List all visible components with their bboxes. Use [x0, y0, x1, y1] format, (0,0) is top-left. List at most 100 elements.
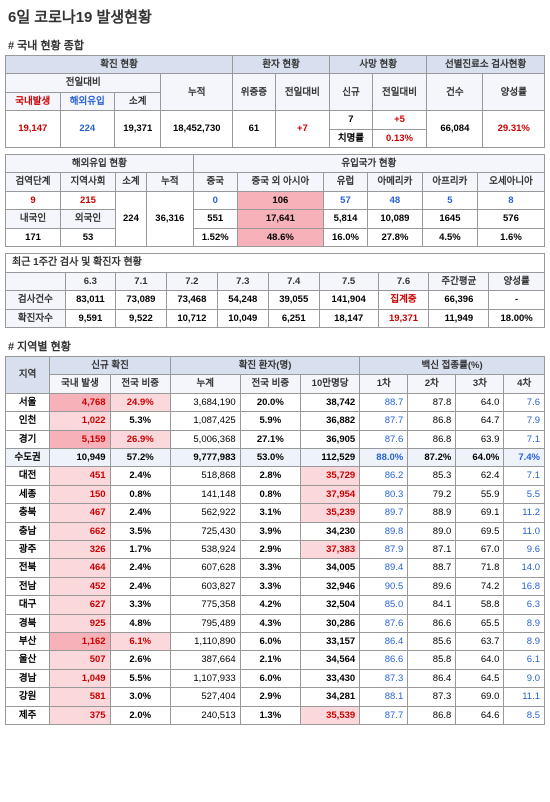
rh-dom: 국내 발생 — [50, 375, 110, 393]
v-newd: +5 — [372, 111, 427, 129]
v2-oc1: 8 — [477, 191, 544, 209]
region-cell: 35,239 — [300, 504, 359, 522]
h-cum: 누적 — [161, 74, 233, 111]
region-cell: 2.8% — [240, 467, 300, 485]
region-cell: 88.7 — [408, 559, 456, 577]
region-row: 전남4522.4%603,8273.3%32,94690.589.674.216… — [6, 577, 545, 595]
t3-r2-cell: 9,522 — [115, 309, 166, 327]
region-cell: 85.0 — [360, 596, 408, 614]
region-cell: 4.2% — [240, 596, 300, 614]
v2-sub: 224 — [115, 191, 146, 246]
region-row: 부산1,1626.1%1,110,8906.0%33,15786.485.663… — [6, 632, 545, 650]
region-cell: 34,005 — [300, 559, 359, 577]
v-pos: 29.31% — [483, 111, 545, 148]
region-cell: 7.1 — [504, 430, 545, 448]
h2-oc: 오세아니아 — [477, 173, 544, 191]
rh-vac: 백신 접종률(%) — [360, 357, 545, 375]
h2-af: 아프리카 — [422, 173, 477, 191]
region-cell: 86.6 — [408, 614, 456, 632]
region-cell: 775,358 — [170, 596, 240, 614]
rh-d4: 4차 — [504, 375, 545, 393]
region-cell: 32,946 — [300, 577, 359, 595]
region-cell: 37,954 — [300, 485, 359, 503]
region-cell: 1.3% — [240, 706, 300, 724]
summary-table-1: 확진 현황 환자 현황 사망 현황 선별진료소 검사현황 전일대비 누적 위중증… — [5, 55, 545, 148]
v2-as1: 106 — [237, 191, 323, 209]
region-row: 수도권10,94957.2%9,777,98353.0%112,52988.0%… — [6, 449, 545, 467]
region-cell: 89.7 — [360, 504, 408, 522]
region-cell: 88.0% — [360, 449, 408, 467]
region-cell: 35,539 — [300, 706, 359, 724]
region-cell: 58.8 — [456, 596, 504, 614]
v2-comm: 215 — [60, 191, 115, 209]
region-cell: 141,148 — [170, 485, 240, 503]
region-cell: 2.9% — [240, 540, 300, 558]
region-cell: 9.6 — [504, 540, 545, 558]
region-cell: 64.0 — [456, 393, 504, 411]
region-cell: 507 — [50, 651, 110, 669]
region-cell: 326 — [50, 540, 110, 558]
region-cell: 대구 — [6, 596, 50, 614]
h2-cum: 누적 — [146, 173, 193, 191]
region-cell: 3.3% — [240, 559, 300, 577]
h-prev3: 전일대비 — [372, 74, 427, 111]
t3-r1-cell: 집계중 — [378, 291, 429, 309]
h-pos: 양성률 — [483, 74, 545, 111]
region-cell: 527,404 — [170, 688, 240, 706]
rh-reg: 지역 — [6, 357, 50, 394]
v-new: 7 — [330, 111, 373, 129]
t3-blank — [6, 272, 66, 290]
region-cell: 2.0% — [110, 706, 170, 724]
region-cell: 2.4% — [110, 577, 170, 595]
region-cell: 5,159 — [50, 430, 110, 448]
region-cell: 2.4% — [110, 559, 170, 577]
rh-conf: 확진 환자(명) — [170, 357, 359, 375]
v2-quar: 9 — [6, 191, 61, 209]
region-cell: 0.8% — [240, 485, 300, 503]
region-cell: 경기 — [6, 430, 50, 448]
region-cell: 전북 — [6, 559, 50, 577]
region-cell: 5.9% — [240, 412, 300, 430]
rh-cum: 누계 — [170, 375, 240, 393]
h2-asia: 중국 외 아시아 — [237, 173, 323, 191]
region-cell: 26.9% — [110, 430, 170, 448]
region-cell: 87.2% — [408, 449, 456, 467]
region-cell: 27.1% — [240, 430, 300, 448]
region-cell: 65.5 — [456, 614, 504, 632]
region-row: 광주3261.7%538,9242.9%37,38387.987.167.09.… — [6, 540, 545, 558]
h-death: 사망 현황 — [330, 56, 427, 74]
h2-cn: 중국 — [193, 173, 237, 191]
region-cell: 6.0% — [240, 669, 300, 687]
region-cell: 86.4 — [408, 669, 456, 687]
region-cell: 세종 — [6, 485, 50, 503]
region-cell: 84.1 — [408, 596, 456, 614]
v-critd: +7 — [275, 111, 330, 148]
region-cell: 86.6 — [360, 651, 408, 669]
region-cell: 1,162 — [50, 632, 110, 650]
v2-cn1: 0 — [193, 191, 237, 209]
v-ovs: 224 — [60, 111, 115, 148]
h-prev2: 전일대비 — [275, 74, 330, 111]
section1-label: # 국내 현황 종합 — [0, 33, 550, 55]
v2-nat: 171 — [6, 228, 61, 246]
region-cell: 112,529 — [300, 449, 359, 467]
region-cell: 0.8% — [110, 485, 170, 503]
t3-r2-cell: 10,049 — [217, 309, 268, 327]
region-cell: 34,564 — [300, 651, 359, 669]
rh-per: 10만명당 — [300, 375, 359, 393]
region-cell: 9.0 — [504, 669, 545, 687]
region-cell: 대전 — [6, 467, 50, 485]
region-cell: 452 — [50, 577, 110, 595]
t3-r2-cell: 11,949 — [429, 309, 489, 327]
t3-r2-cell: 18,147 — [319, 309, 378, 327]
region-cell: 5.5% — [110, 669, 170, 687]
region-cell: 4.8% — [110, 614, 170, 632]
t3-r1-cell: 73,089 — [115, 291, 166, 309]
v2-af3: 4.5% — [422, 228, 477, 246]
region-cell: 37,383 — [300, 540, 359, 558]
t3-date: 7.4 — [268, 272, 319, 290]
v2-for: 53 — [60, 228, 115, 246]
h-cnt: 건수 — [427, 74, 483, 111]
region-cell: 87.8 — [408, 393, 456, 411]
t3-r2-cell: 6,251 — [268, 309, 319, 327]
